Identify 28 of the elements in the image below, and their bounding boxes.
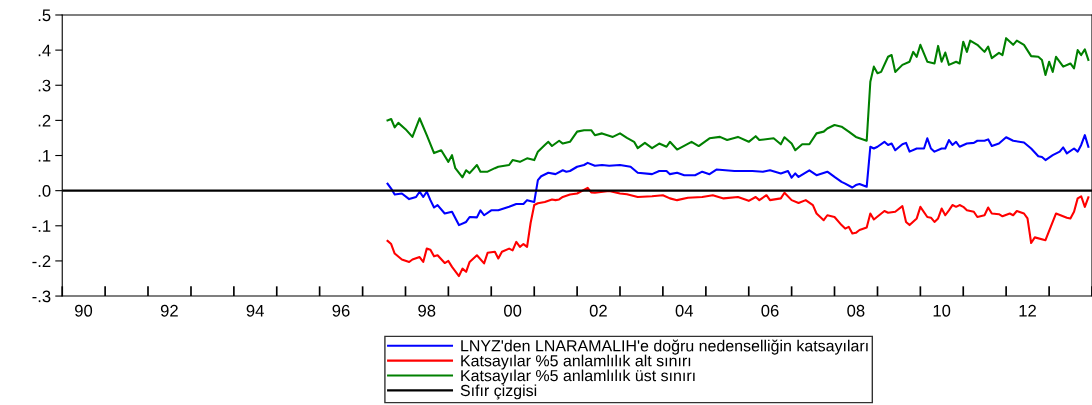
y-tick-label: -.1 xyxy=(32,220,51,232)
x-tick-label: 06 xyxy=(761,304,779,317)
y-tick-label: .5 xyxy=(38,9,51,22)
x-tick-label: 94 xyxy=(246,304,264,317)
y-tick-label: .0 xyxy=(38,185,51,197)
x-tick-label: 00 xyxy=(504,304,522,317)
legend-label: LNYZ'den LNARAMALIH'e doğru nedenselliğin katsayıları xyxy=(461,339,868,355)
x-tick-label: 10 xyxy=(933,304,951,317)
line-series xyxy=(386,37,1090,179)
x-tick-label: 98 xyxy=(418,304,436,317)
x-tick-label: 04 xyxy=(675,304,694,317)
y-tick-label: .3 xyxy=(38,79,51,92)
line-series xyxy=(386,186,1090,278)
y-tick-label: -.2 xyxy=(32,255,51,267)
x-tick-label: 12 xyxy=(1019,304,1036,317)
legend-label: Katsayılar %5 anlamlılık üst sınırı xyxy=(461,369,695,385)
x-tick-label: 96 xyxy=(332,304,350,317)
x-tick-label: 92 xyxy=(160,304,178,317)
line-series xyxy=(386,134,1090,227)
y-tick-label: .1 xyxy=(38,150,51,162)
x-tick-label: 08 xyxy=(847,304,865,317)
x-tick-label: 90 xyxy=(75,304,93,317)
x-tick-label: 02 xyxy=(589,304,607,317)
legend-label: Sıfır çizgisi xyxy=(460,384,537,400)
y-tick-label: .4 xyxy=(38,44,51,57)
y-tick-label: -.3 xyxy=(32,290,51,303)
legend-label: Katsayılar %5 anlamlılık alt sınırı xyxy=(461,354,691,370)
y-tick-label: .2 xyxy=(38,114,51,127)
